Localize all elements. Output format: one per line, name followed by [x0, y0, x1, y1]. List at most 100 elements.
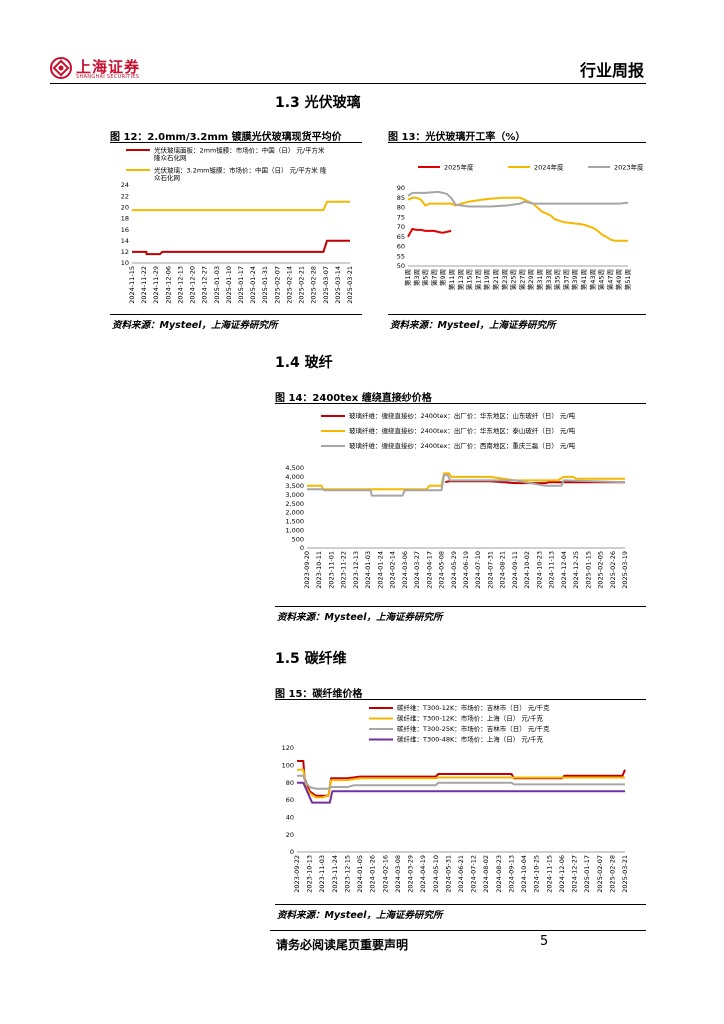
- y-tick-label: 80: [286, 779, 294, 787]
- y-tick-label: 500: [292, 535, 304, 543]
- y-tick-label: 2,000: [285, 509, 304, 517]
- x-tick-label: 2025-03-21: [621, 855, 629, 893]
- figure-14-chart: 玻璃纤维：缠绕直接纱：2400tex：出厂价：华东地区：山东玻纤（日） 元/吨玻…: [285, 411, 629, 589]
- legend-label: 光伏玻璃：3.2mm镀膜：市场价：中国（日） 元/平方米 隆: [154, 166, 327, 175]
- x-tick-label: 第15周: [465, 269, 474, 290]
- figure-15-bottom-rule: [275, 904, 646, 905]
- series-line: [297, 781, 625, 804]
- y-tick-label: 1,000: [285, 526, 304, 534]
- figure-12-chart: 光伏玻璃面板：2mm镀膜：市场价：中国（日） 元/平方米隆众石化网光伏玻璃：3.…: [121, 146, 354, 304]
- figure-13-top-rule: [388, 142, 646, 143]
- x-tick-label: 2024-04-19: [419, 855, 427, 893]
- y-tick-label: 0: [290, 848, 294, 856]
- x-tick-label: 第5周: [421, 269, 430, 286]
- y-tick-label: 90: [397, 184, 405, 192]
- x-tick-label: 2024-08-21: [499, 551, 507, 589]
- x-tick-label: 2024-10-02: [523, 551, 531, 589]
- x-tick-label: 2024-05-31: [444, 855, 452, 893]
- x-tick-label: 2024-11-29: [152, 266, 160, 304]
- x-tick-label: 2024-01-26: [369, 855, 377, 893]
- x-tick-label: 第19周: [482, 269, 491, 290]
- x-tick-label: 2024-02-14: [389, 551, 397, 589]
- x-tick-label: 2024-06-21: [457, 855, 465, 893]
- x-tick-label: 2023-09-22: [293, 855, 301, 893]
- x-tick-label: 第3周: [412, 269, 421, 286]
- x-tick-label: 2025-02-28: [608, 855, 616, 893]
- figure-15-source: 资料来源：Mysteel，上海证券研究所: [277, 910, 443, 921]
- x-tick-label: 2024-12-27: [201, 266, 209, 304]
- x-tick-label: 2023-11-03: [318, 855, 326, 893]
- x-tick-label: 2025-01-03: [213, 266, 221, 304]
- x-tick-label: 2024-11-15: [545, 855, 553, 893]
- x-tick-label: 2024-07-31: [486, 551, 494, 589]
- y-tick-label: 70: [397, 223, 405, 231]
- y-tick-label: 12: [121, 248, 129, 256]
- x-tick-label: 2024-12-06: [164, 266, 172, 304]
- figure-13-bottom-rule: [388, 314, 646, 315]
- page-number: 5: [540, 934, 549, 949]
- y-tick-label: 4,000: [285, 473, 304, 481]
- series-line: [132, 200, 350, 212]
- figure-15-title: 图 15：碳纤维价格: [275, 689, 363, 700]
- x-tick-label: 第33周: [544, 269, 553, 290]
- x-tick-label: 2025-01-17: [237, 266, 245, 304]
- section-title-1-5: 1.5 碳纤维: [275, 651, 347, 667]
- y-tick-label: 22: [121, 192, 129, 200]
- series-line: [407, 196, 628, 242]
- x-tick-label: 2024-12-20: [189, 266, 197, 304]
- y-tick-label: 65: [397, 233, 405, 241]
- x-tick-label: 第29周: [526, 269, 535, 290]
- y-tick-label: 60: [397, 243, 405, 251]
- x-tick-label: 2024-10-04: [520, 855, 528, 893]
- x-tick-label: 2023-10-11: [315, 551, 323, 589]
- y-tick-label: 50: [397, 262, 405, 270]
- x-tick-label: 2025-02-14: [285, 266, 293, 304]
- x-tick-label: 2025-01-17: [583, 855, 591, 893]
- x-tick-label: 第11周: [447, 269, 456, 290]
- series-line: [307, 472, 625, 491]
- legend-label: 玻璃纤维：缠绕直接纱：2400tex：出厂价：西南地区：重庆三磊（日） 元/吨: [349, 441, 576, 450]
- x-tick-label: 2025-03-07: [322, 266, 330, 304]
- x-tick-label: 2024-04-17: [425, 551, 433, 589]
- x-tick-label: 2025-02-28: [310, 266, 318, 304]
- x-tick-label: 第35周: [553, 269, 562, 290]
- legend-label: 2023年度: [614, 163, 644, 172]
- x-tick-label: 2023-11-24: [331, 855, 339, 893]
- legend-label: 玻璃纤维：缠绕直接纱：2400tex：出厂价：华东地区：山东玻纤（日） 元/吨: [349, 411, 576, 420]
- x-tick-label: 2025-02-26: [609, 551, 617, 589]
- x-tick-label: 2024-03-06: [401, 551, 409, 589]
- x-tick-label: 2024-09-11: [511, 551, 519, 589]
- x-tick-label: 2024-11-22: [140, 266, 148, 304]
- x-tick-label: 第23周: [500, 269, 509, 290]
- y-tick-label: 80: [397, 204, 405, 212]
- x-tick-label: 2024-09-13: [507, 855, 515, 893]
- x-tick-label: 2023-11-22: [340, 551, 348, 589]
- figure-14-source: 资料来源：Mysteel，上海证券研究所: [277, 612, 443, 623]
- y-tick-label: 55: [397, 252, 405, 260]
- x-tick-label: 2025-01-31: [261, 266, 269, 304]
- legend-label: 2025年度: [444, 163, 474, 172]
- x-tick-label: 2025-02-07: [273, 266, 281, 304]
- figure-12-bottom-rule: [110, 314, 362, 315]
- figure-14-title: 图 14：2400tex 缠绕直接纱价格: [275, 393, 432, 404]
- x-tick-label: 2025-02-07: [596, 855, 604, 893]
- figure-15-chart: 碳纤维：T300-12K：市场价：吉林市（日） 元/千克碳纤维：T300-12K…: [282, 703, 629, 893]
- y-tick-label: 24: [121, 181, 129, 189]
- x-tick-label: 2024-10-25: [533, 855, 541, 893]
- y-tick-label: 1,500: [285, 518, 304, 526]
- x-tick-label: 2024-03-27: [413, 551, 421, 589]
- series-line: [444, 480, 625, 485]
- x-tick-label: 2024-05-08: [438, 551, 446, 589]
- x-tick-label: 2025-03-19: [621, 551, 629, 589]
- x-tick-label: 2024-03-08: [394, 855, 402, 893]
- x-tick-label: 2025-03-14: [334, 266, 342, 304]
- series-line: [297, 774, 625, 790]
- x-tick-label: 第31周: [535, 269, 544, 290]
- x-tick-label: 2023-12-15: [343, 855, 351, 893]
- x-tick-label: 2024-10-23: [535, 551, 543, 589]
- x-tick-label: 2024-06-19: [462, 551, 470, 589]
- header-divider: [50, 83, 646, 84]
- x-tick-label: 第49周: [614, 269, 623, 290]
- series-line: [407, 190, 629, 208]
- figure-12-top-rule: [110, 142, 362, 143]
